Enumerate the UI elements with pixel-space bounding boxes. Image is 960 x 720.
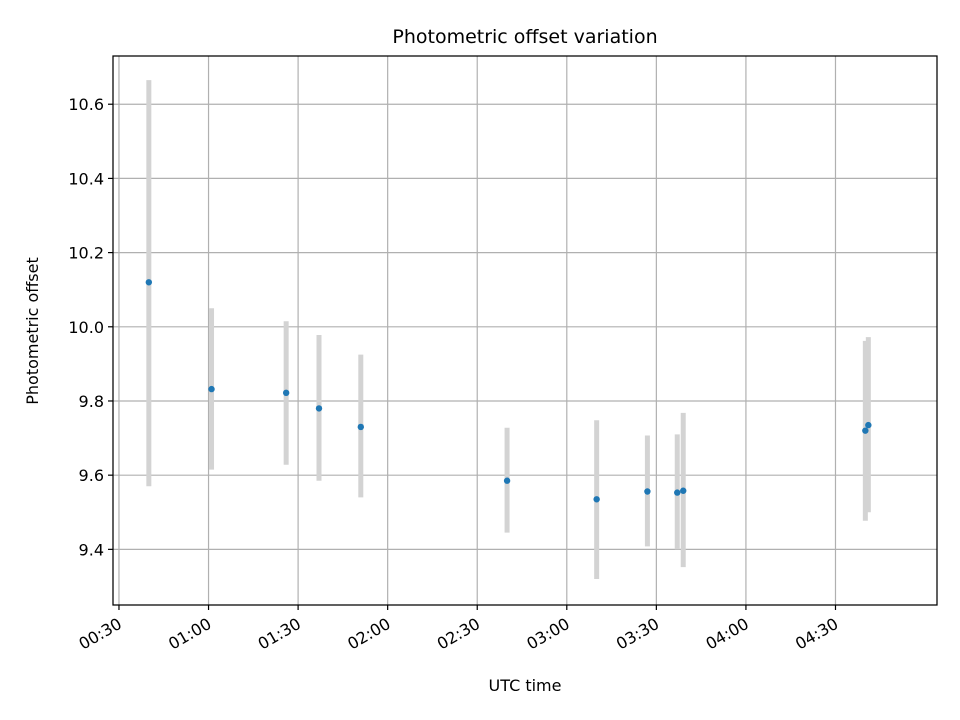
data-point [644, 488, 651, 495]
data-point [208, 385, 215, 393]
data-point [674, 489, 681, 496]
plot-frame [112, 55, 938, 606]
y-tick-label: 10.2 [68, 244, 104, 263]
y-tick-label: 9.4 [79, 540, 104, 559]
data-point [357, 423, 364, 431]
y-tick-label: 10.6 [68, 95, 104, 114]
y-axis-label: Photometric offset [23, 257, 42, 405]
y-tick-label: 10.4 [68, 169, 104, 188]
y-axis-ticks: 9.4 9.6 9.8 10.0 10.2 10.4 10.6 [68, 95, 113, 559]
data-point [593, 496, 600, 503]
data-point [680, 487, 687, 494]
data-point [315, 405, 323, 412]
y-tick-label: 10.0 [68, 318, 104, 337]
data-point [503, 477, 511, 484]
data-point [145, 279, 153, 286]
data-point [862, 427, 869, 434]
grid [113, 56, 937, 605]
chart-title: Photometric offset variation [392, 26, 657, 48]
x-axis-label: UTC time [489, 676, 562, 695]
data-points [145, 279, 872, 503]
y-tick-label: 9.8 [79, 392, 104, 411]
data-point [865, 421, 872, 429]
data-point [282, 389, 290, 397]
y-tick-label: 9.6 [79, 466, 104, 485]
